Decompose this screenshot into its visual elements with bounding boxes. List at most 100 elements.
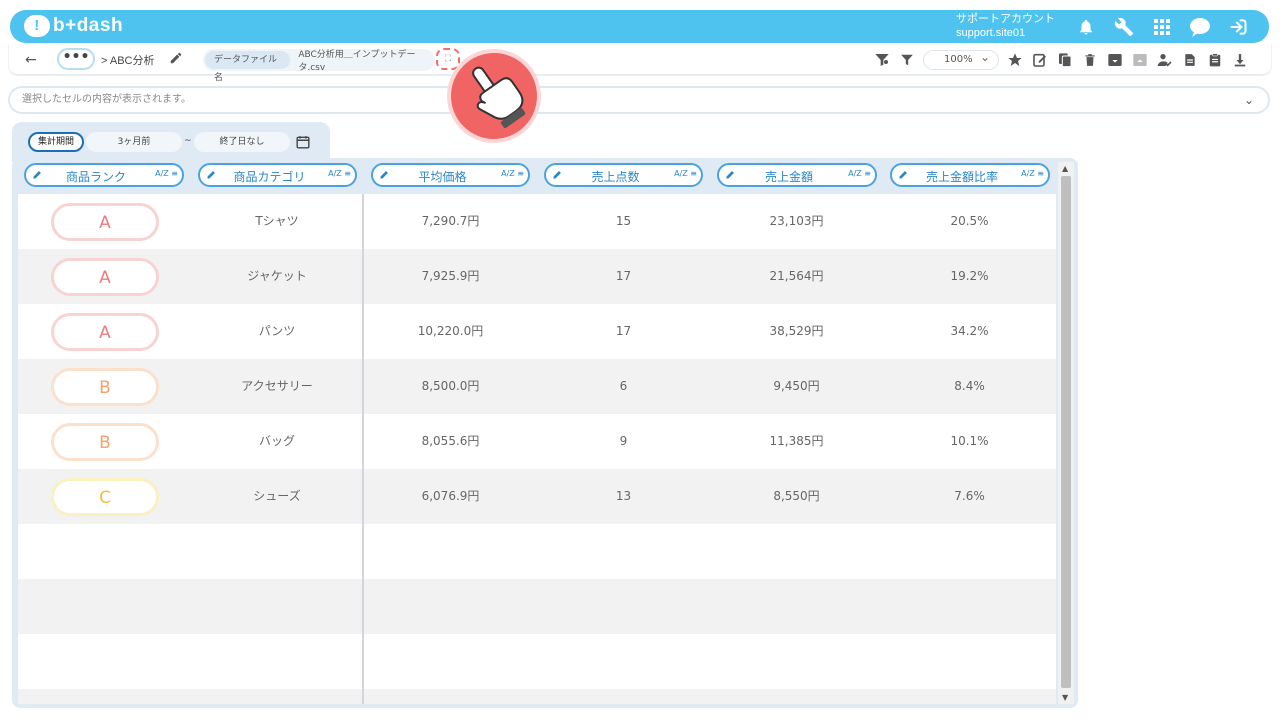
rank-badge[interactable]: A bbox=[51, 313, 159, 351]
units-cell[interactable]: 6 bbox=[619, 379, 628, 393]
breadcrumb[interactable]: > ABC分析 bbox=[101, 55, 155, 67]
pencil-icon[interactable] bbox=[552, 168, 564, 183]
table-row[interactable]: C シューズ 6,076.9円 13 8,550円 7.6% bbox=[18, 469, 1056, 524]
category-cell[interactable]: バッグ bbox=[258, 434, 295, 448]
scroll-up-arrow-icon[interactable]: ▲ bbox=[1062, 164, 1069, 173]
scrollbar-thumb[interactable] bbox=[1061, 176, 1071, 688]
data-file-selector[interactable]: データファイル名 ABC分析用＿インプットデータ.csv bbox=[203, 49, 435, 83]
avg-price-cell[interactable]: 10,220.0円 bbox=[417, 324, 484, 338]
table-row[interactable]: B バッグ 8,055.6円 9 11,385円 10.1% bbox=[18, 414, 1056, 469]
table-row[interactable]: A パンツ 10,220.0円 17 38,529円 34.2% bbox=[18, 304, 1056, 359]
cell-content-placeholder: 選択したセルの内容が表示されます。 bbox=[22, 94, 191, 105]
column-header-rank[interactable]: 商品ランク A/Z ≡ bbox=[24, 163, 184, 187]
amount-cell[interactable]: 21,564円 bbox=[769, 269, 824, 283]
sort-filter-icon[interactable]: A/Z ≡ bbox=[501, 169, 524, 178]
calendar-icon[interactable] bbox=[293, 132, 313, 152]
column-title: 平均価格 bbox=[418, 170, 467, 184]
category-cell[interactable]: Tシャツ bbox=[255, 214, 299, 228]
rank-badge[interactable]: B bbox=[51, 368, 159, 406]
sort-filter-icon[interactable]: A/Z ≡ bbox=[1021, 169, 1044, 178]
amount-cell[interactable]: 23,103円 bbox=[769, 214, 824, 228]
avg-price-cell[interactable]: 8,500.0円 bbox=[421, 379, 480, 393]
avg-price-cell[interactable]: 7,290.7円 bbox=[421, 214, 480, 228]
document-icon[interactable] bbox=[1181, 51, 1199, 69]
pencil-icon[interactable] bbox=[379, 168, 391, 183]
ratio-cell[interactable]: 20.5% bbox=[950, 214, 989, 228]
apps-grid-icon[interactable] bbox=[1150, 15, 1174, 39]
chevron-down-icon[interactable]: ⌄ bbox=[1243, 93, 1254, 107]
category-cell[interactable]: パンツ bbox=[258, 324, 296, 338]
rank-badge[interactable]: A bbox=[51, 258, 159, 296]
filter-user-icon[interactable] bbox=[873, 51, 891, 69]
ratio-cell[interactable]: 34.2% bbox=[950, 324, 989, 338]
filter-icon[interactable] bbox=[898, 51, 916, 69]
avg-price-cell[interactable]: 8,055.6円 bbox=[421, 434, 480, 448]
column-header-amount[interactable]: 売上金額 A/Z ≡ bbox=[717, 163, 877, 187]
period-from-field[interactable]: 3ヶ月前 bbox=[86, 132, 182, 152]
amount-cell[interactable]: 8,550円 bbox=[773, 489, 820, 503]
scroll-down-arrow-icon[interactable]: ▼ bbox=[1062, 693, 1069, 702]
copy-icon[interactable] bbox=[1056, 51, 1074, 69]
ratio-cell[interactable]: 19.2% bbox=[950, 269, 989, 283]
table-row[interactable]: A Tシャツ 7,290.7円 15 23,103円 20.5% bbox=[18, 194, 1056, 249]
column-header-category[interactable]: 商品カテゴリ A/Z ≡ bbox=[198, 163, 357, 187]
sort-filter-icon[interactable]: A/Z ≡ bbox=[328, 169, 351, 178]
table-row[interactable]: A ジャケット 7,925.9円 17 21,564円 19.2% bbox=[18, 249, 1056, 304]
units-cell[interactable]: 15 bbox=[615, 214, 632, 228]
category-cell[interactable]: シューズ bbox=[253, 489, 301, 503]
column-header-avg-price[interactable]: 平均価格 A/Z ≡ bbox=[371, 163, 530, 187]
data-file-label: データファイル名 bbox=[205, 51, 291, 83]
avg-price-cell[interactable]: 7,925.9円 bbox=[421, 269, 480, 283]
download-icon[interactable] bbox=[1231, 51, 1249, 69]
avg-price-cell[interactable]: 6,076.9円 bbox=[421, 489, 480, 503]
bell-icon[interactable] bbox=[1074, 15, 1098, 39]
vertical-scrollbar[interactable]: ▲ ▼ bbox=[1058, 162, 1074, 704]
sort-filter-icon[interactable]: A/Z ≡ bbox=[848, 169, 871, 178]
logout-icon[interactable] bbox=[1226, 15, 1250, 39]
column-header-units[interactable]: 売上点数 A/Z ≡ bbox=[544, 163, 703, 187]
sort-filter-icon[interactable]: A/Z ≡ bbox=[155, 169, 178, 178]
rank-badge[interactable]: C bbox=[51, 478, 159, 516]
trash-icon[interactable] bbox=[1081, 51, 1099, 69]
zoom-select[interactable]: 100% bbox=[923, 48, 999, 70]
pencil-icon[interactable] bbox=[898, 168, 910, 183]
user-check-icon[interactable] bbox=[1156, 51, 1174, 69]
account-info[interactable]: サポートアカウント support.site01 bbox=[956, 12, 1055, 40]
pencil-icon[interactable] bbox=[32, 168, 44, 183]
rank-badge[interactable]: B bbox=[51, 423, 159, 461]
column-header-ratio[interactable]: 売上金額比率 A/Z ≡ bbox=[890, 163, 1050, 187]
ratio-cell[interactable]: 7.6% bbox=[954, 489, 985, 503]
category-cell[interactable]: アクセサリー bbox=[241, 379, 313, 393]
column-title: 売上点数 bbox=[591, 170, 640, 184]
edit-title-pencil-icon[interactable] bbox=[169, 50, 183, 69]
back-button[interactable]: ← bbox=[25, 52, 37, 68]
amount-cell[interactable]: 9,450円 bbox=[773, 379, 820, 393]
units-cell[interactable]: 13 bbox=[615, 489, 632, 503]
amount-cell[interactable]: 38,529円 bbox=[769, 324, 824, 338]
wrench-icon[interactable] bbox=[1112, 15, 1136, 39]
edit-note-icon[interactable] bbox=[1031, 51, 1049, 69]
ratio-cell[interactable]: 8.4% bbox=[954, 379, 985, 393]
expand-icon[interactable]: ⛶ bbox=[436, 48, 460, 70]
period-to-field[interactable]: 終了日なし bbox=[194, 132, 290, 152]
archive-icon[interactable] bbox=[1106, 51, 1124, 69]
sort-filter-icon[interactable]: A/Z ≡ bbox=[674, 169, 697, 178]
cell-content-display[interactable]: 選択したセルの内容が表示されます。 ⌄ bbox=[8, 86, 1270, 114]
units-cell[interactable]: 17 bbox=[615, 324, 632, 338]
pencil-icon[interactable] bbox=[725, 168, 737, 183]
pencil-icon[interactable] bbox=[206, 168, 218, 183]
table-row[interactable]: B アクセサリー 8,500.0円 6 9,450円 8.4% bbox=[18, 359, 1056, 414]
star-icon[interactable] bbox=[1006, 51, 1024, 69]
units-cell[interactable]: 17 bbox=[615, 269, 632, 283]
ratio-cell[interactable]: 10.1% bbox=[950, 434, 989, 448]
units-cell[interactable]: 9 bbox=[619, 434, 628, 448]
clipboard-icon[interactable] bbox=[1206, 51, 1224, 69]
unarchive-icon[interactable] bbox=[1131, 51, 1149, 69]
category-cell[interactable]: ジャケット bbox=[247, 269, 307, 283]
more-button[interactable]: ••• bbox=[57, 48, 95, 70]
rank-badge[interactable]: A bbox=[51, 203, 159, 241]
chat-support-icon[interactable] bbox=[1188, 15, 1212, 39]
table-body: A Tシャツ 7,290.7円 15 23,103円 20.5% A ジャケット… bbox=[18, 194, 1056, 704]
app-logo[interactable]: ! b+dash bbox=[24, 15, 123, 37]
amount-cell[interactable]: 11,385円 bbox=[769, 434, 824, 448]
